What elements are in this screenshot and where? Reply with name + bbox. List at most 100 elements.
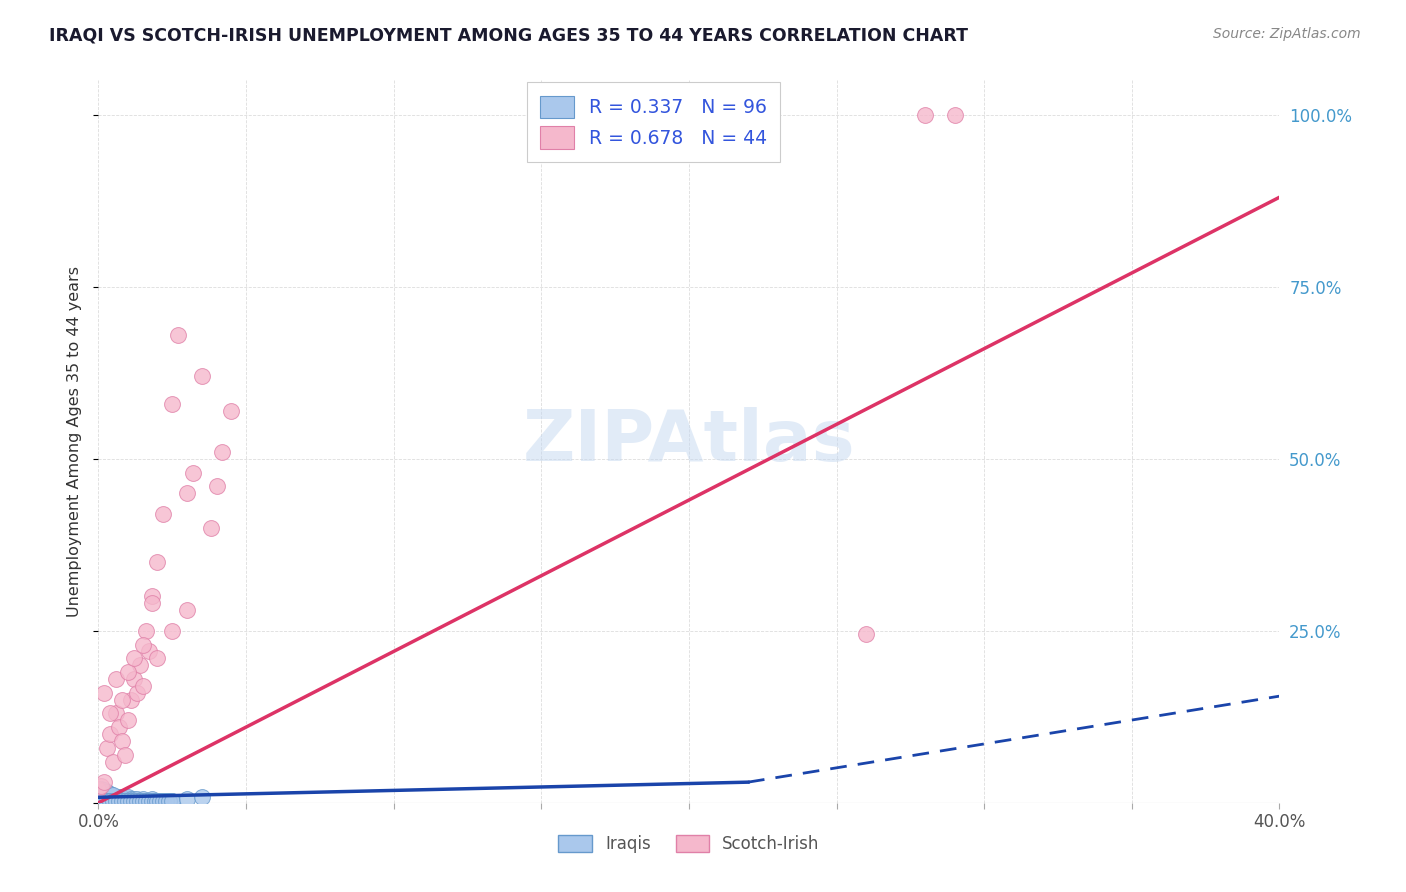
Point xyxy=(87,789,110,803)
Point xyxy=(90,794,112,808)
Point xyxy=(128,658,150,673)
Point xyxy=(111,692,134,706)
Point xyxy=(155,794,177,808)
Text: Source: ZipAtlas.com: Source: ZipAtlas.com xyxy=(1213,27,1361,41)
Point xyxy=(93,787,115,801)
Point xyxy=(93,775,115,789)
Point xyxy=(138,794,160,808)
Point xyxy=(105,706,128,721)
Legend: Iraqis, Scotch-Irish: Iraqis, Scotch-Irish xyxy=(551,828,827,860)
Point xyxy=(103,792,125,806)
Point xyxy=(103,794,125,808)
Point xyxy=(103,755,125,769)
Point xyxy=(111,794,134,808)
Point xyxy=(87,782,110,797)
Point xyxy=(167,327,190,342)
Point xyxy=(90,785,112,799)
Point xyxy=(191,790,214,805)
Point xyxy=(914,108,936,122)
Point xyxy=(98,794,121,808)
Point xyxy=(149,794,172,808)
Point xyxy=(117,792,139,806)
Point xyxy=(157,794,180,808)
Point xyxy=(122,791,145,805)
Point xyxy=(135,624,157,638)
Point xyxy=(122,794,145,808)
Point xyxy=(146,794,169,808)
Point xyxy=(111,734,134,748)
Point xyxy=(96,794,118,808)
Point xyxy=(146,555,169,569)
Point xyxy=(98,789,121,803)
Point xyxy=(87,794,110,808)
Point xyxy=(176,486,198,500)
Y-axis label: Unemployment Among Ages 35 to 44 years: Unemployment Among Ages 35 to 44 years xyxy=(67,266,83,617)
Point xyxy=(114,791,136,805)
Point xyxy=(108,720,131,734)
Point xyxy=(96,788,118,802)
Point xyxy=(103,788,125,802)
Point xyxy=(90,792,112,806)
Point xyxy=(132,638,155,652)
Point xyxy=(96,792,118,806)
Point xyxy=(128,794,150,808)
Point xyxy=(93,686,115,700)
Point xyxy=(98,794,121,808)
Point xyxy=(943,108,966,122)
Point xyxy=(200,520,222,534)
Point xyxy=(90,789,112,803)
Point xyxy=(132,791,155,805)
Point xyxy=(98,792,121,806)
Point xyxy=(114,747,136,762)
Point xyxy=(90,779,112,793)
Point xyxy=(108,794,131,808)
Point xyxy=(90,790,112,805)
Point xyxy=(135,794,157,808)
Point xyxy=(122,672,145,686)
Point xyxy=(128,794,150,808)
Point xyxy=(162,624,183,638)
Point xyxy=(176,792,198,806)
Point xyxy=(162,794,183,808)
Point xyxy=(111,794,134,808)
Point xyxy=(114,794,136,808)
Point xyxy=(141,794,163,808)
Point xyxy=(125,794,148,808)
Point xyxy=(87,785,110,799)
Point xyxy=(138,794,160,808)
Point xyxy=(93,785,115,799)
Point xyxy=(120,692,142,706)
Point xyxy=(117,665,139,679)
Point xyxy=(855,627,877,641)
Point xyxy=(135,794,157,808)
Point xyxy=(146,651,169,665)
Point xyxy=(90,782,112,797)
Point xyxy=(105,794,128,808)
Point xyxy=(93,790,115,805)
Point xyxy=(111,790,134,805)
Point xyxy=(120,794,142,808)
Point xyxy=(90,783,112,797)
Point xyxy=(155,794,177,808)
Point xyxy=(132,794,155,808)
Point xyxy=(103,789,125,803)
Point xyxy=(141,791,163,805)
Point xyxy=(125,686,148,700)
Point xyxy=(120,794,142,808)
Point xyxy=(143,794,166,808)
Point xyxy=(152,794,174,808)
Point xyxy=(191,369,214,384)
Point xyxy=(149,794,172,808)
Point xyxy=(117,713,139,727)
Point xyxy=(181,466,204,480)
Point xyxy=(117,794,139,808)
Point xyxy=(103,794,125,808)
Point xyxy=(108,794,131,808)
Point xyxy=(141,596,163,610)
Point xyxy=(152,507,174,521)
Point xyxy=(87,792,110,806)
Point xyxy=(105,792,128,806)
Point xyxy=(108,790,131,805)
Point xyxy=(108,792,131,806)
Point xyxy=(205,479,228,493)
